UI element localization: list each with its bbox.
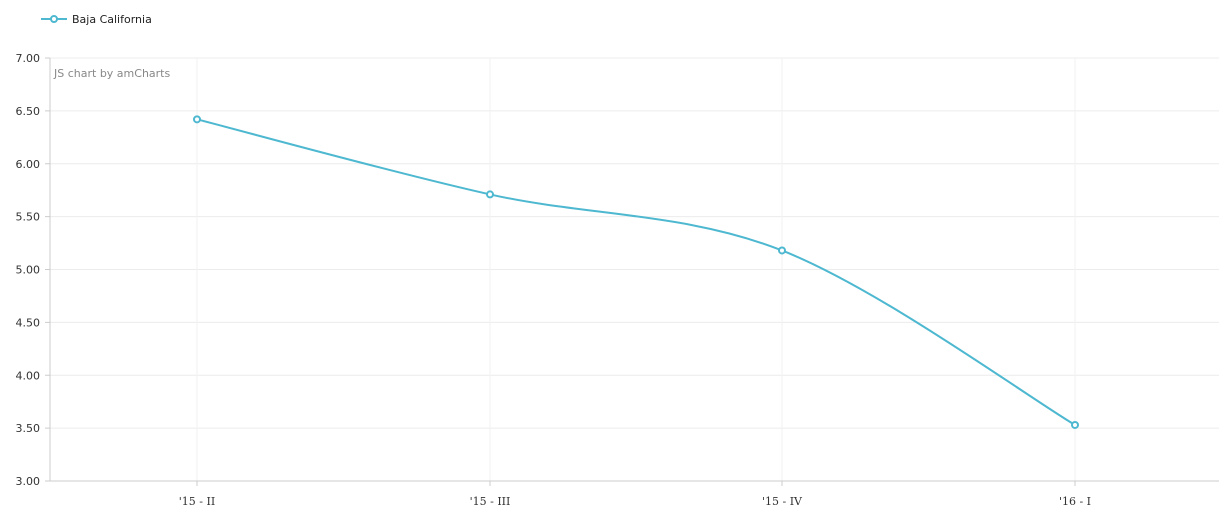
y-tick-label: 4.00 bbox=[16, 369, 41, 382]
data-point-marker[interactable] bbox=[1071, 420, 1079, 429]
y-tick-label: 5.50 bbox=[16, 211, 41, 224]
y-tick-label: 3.50 bbox=[16, 422, 41, 435]
x-tick-label: '15 - II bbox=[179, 495, 215, 508]
y-tick-label: 3.00 bbox=[16, 475, 41, 488]
y-tick-label: 4.50 bbox=[16, 316, 41, 329]
y-tick-label: 5.00 bbox=[16, 264, 41, 277]
series bbox=[193, 115, 1079, 429]
legend-label[interactable]: Baja California bbox=[72, 13, 152, 26]
x-axis-ticks: '15 - II '15 - III '15 - IV '16 - I bbox=[179, 481, 1091, 508]
data-point-marker[interactable] bbox=[778, 246, 786, 255]
y-tick-label: 7.00 bbox=[16, 52, 41, 65]
legend[interactable]: Baja California bbox=[41, 13, 152, 26]
y-tick-label: 6.50 bbox=[16, 105, 41, 118]
x-tick-label: '16 - I bbox=[1059, 495, 1091, 508]
grid bbox=[50, 57, 1219, 481]
data-point-marker[interactable] bbox=[193, 115, 201, 124]
chart-credit[interactable]: JS chart by amCharts bbox=[53, 67, 170, 80]
legend-marker bbox=[50, 15, 58, 23]
data-point-marker[interactable] bbox=[486, 190, 494, 199]
y-axis-ticks: 3.00 3.50 4.00 4.50 5.00 5.50 6.00 6.50 7.00 bbox=[16, 52, 50, 488]
x-tick-label: '15 - IV bbox=[762, 495, 803, 508]
series-line bbox=[196, 118, 1076, 426]
y-tick-label: 6.00 bbox=[16, 158, 41, 171]
x-tick-label: '15 - III bbox=[470, 495, 511, 508]
